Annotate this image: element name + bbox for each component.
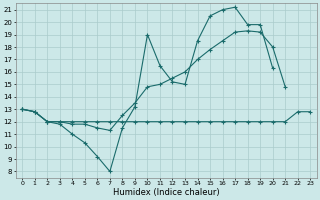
X-axis label: Humidex (Indice chaleur): Humidex (Indice chaleur) — [113, 188, 220, 197]
